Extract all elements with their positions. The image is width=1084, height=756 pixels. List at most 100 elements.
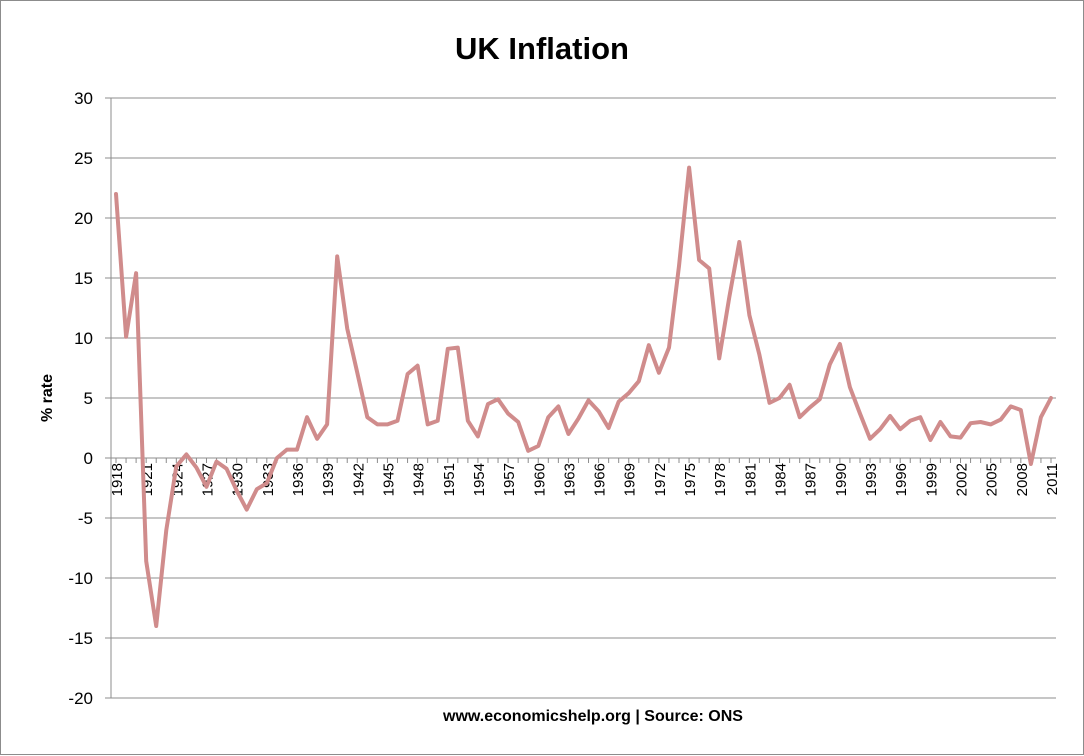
x-tick-label: 1945 — [380, 463, 397, 496]
data-point-2004 — [980, 421, 982, 423]
data-point-1923 — [165, 529, 167, 531]
data-point-1967 — [608, 427, 610, 429]
data-point-1937 — [306, 416, 308, 418]
x-tick-label: 1969 — [622, 463, 639, 496]
y-tick-label: -5 — [78, 509, 93, 528]
data-point-1959 — [527, 450, 529, 452]
x-tick-label: 1936 — [290, 463, 307, 496]
data-point-1960 — [537, 445, 539, 447]
y-tick-label: 15 — [74, 269, 93, 288]
data-point-1943 — [366, 416, 368, 418]
data-point-1942 — [356, 372, 358, 374]
data-point-1919 — [125, 336, 127, 338]
data-point-1968 — [618, 401, 620, 403]
data-point-1983 — [768, 402, 771, 404]
x-tick-label: 1963 — [561, 463, 578, 496]
data-point-1978 — [718, 357, 720, 359]
data-point-1990 — [839, 343, 841, 345]
x-tick-label: 1939 — [320, 463, 337, 496]
x-tick-label: 1966 — [592, 463, 609, 496]
data-point-1949 — [427, 423, 429, 425]
data-point-1974 — [678, 265, 680, 267]
data-point-2006 — [1000, 419, 1002, 421]
y-tick-label: 10 — [74, 329, 93, 348]
data-point-1928 — [215, 461, 218, 463]
data-point-1962 — [557, 405, 560, 407]
x-tick-label: 1942 — [350, 463, 367, 496]
data-point-1929 — [226, 468, 228, 470]
y-axis-label: % rate — [39, 374, 56, 422]
data-point-1922 — [155, 625, 157, 627]
data-point-1984 — [778, 397, 781, 399]
data-point-2002 — [959, 437, 962, 439]
data-point-1971 — [648, 344, 650, 346]
data-point-1989 — [829, 363, 831, 365]
x-tick-label: 1957 — [501, 463, 518, 496]
data-point-1975 — [688, 167, 690, 169]
y-tick-label: 20 — [74, 209, 93, 228]
x-tick-label: 1984 — [773, 463, 790, 496]
data-point-1918 — [115, 193, 117, 195]
source-note: www.economicshelp.org | Source: ONS — [442, 708, 743, 725]
data-point-1993 — [869, 438, 871, 440]
x-tick-label: 1990 — [833, 463, 850, 496]
data-point-1994 — [879, 428, 881, 430]
data-point-1985 — [789, 384, 791, 386]
y-axis-ticks: 30 25 20 15 10 5 0 -5 -10 -15 -20 — [68, 89, 111, 708]
data-point-2008 — [1020, 409, 1022, 411]
data-point-2011 — [1050, 397, 1052, 399]
data-point-1935 — [286, 449, 288, 451]
data-point-1995 — [889, 415, 891, 417]
y-tick-label: 30 — [74, 89, 93, 108]
x-tick-label: 1960 — [531, 463, 548, 496]
data-point-1965 — [587, 399, 590, 401]
data-point-1920 — [135, 272, 137, 274]
data-point-1963 — [567, 433, 570, 435]
data-point-2009 — [1030, 463, 1032, 465]
data-point-1940 — [336, 255, 338, 257]
data-point-1933 — [266, 482, 268, 484]
data-point-2007 — [1010, 405, 1012, 407]
x-tick-label: 1954 — [471, 463, 488, 496]
data-point-1931 — [246, 509, 248, 511]
data-point-1979 — [728, 296, 730, 298]
data-point-1938 — [316, 438, 318, 440]
data-point-1988 — [819, 398, 821, 400]
data-point-1999 — [929, 439, 932, 441]
data-point-1950 — [437, 420, 439, 422]
x-tick-label: 2002 — [954, 463, 971, 496]
data-point-1939 — [326, 423, 328, 425]
data-point-1970 — [638, 380, 640, 382]
data-point-1981 — [748, 314, 751, 316]
data-point-1972 — [658, 372, 660, 374]
data-point-1944 — [376, 423, 378, 425]
inflation-series-line — [114, 165, 1053, 628]
y-tick-label: -20 — [68, 689, 93, 708]
data-point-1966 — [598, 410, 600, 412]
x-tick-label: 1993 — [863, 463, 880, 496]
x-tick-label: 1972 — [652, 463, 669, 496]
data-point-1954 — [477, 435, 479, 437]
x-tick-label: 1918 — [109, 463, 126, 496]
x-tick-label: 2011 — [1044, 463, 1061, 495]
x-axis-ticks: 1918 1921 1924 1927 1930 1933 1936 1939 1942 1945… — [109, 458, 1061, 496]
data-point-2000 — [939, 421, 942, 423]
data-point-2003 — [970, 422, 972, 424]
x-tick-label: 1996 — [893, 463, 910, 496]
chart-title: UK Inflation — [455, 31, 629, 66]
x-tick-label: 1987 — [803, 463, 820, 496]
data-point-1996 — [899, 428, 901, 430]
data-point-2005 — [990, 423, 992, 425]
y-tick-label: 25 — [74, 149, 93, 168]
data-point-1951 — [447, 348, 449, 350]
y-tick-label: -15 — [68, 629, 93, 648]
data-point-1969 — [628, 392, 630, 394]
data-point-1956 — [497, 398, 499, 400]
data-point-1958 — [517, 421, 519, 423]
x-tick-label: 1978 — [712, 463, 729, 496]
y-tick-label: 5 — [84, 389, 93, 408]
data-point-1927 — [205, 486, 208, 488]
x-tick-label: 2005 — [984, 463, 1001, 496]
data-point-1976 — [698, 259, 700, 261]
